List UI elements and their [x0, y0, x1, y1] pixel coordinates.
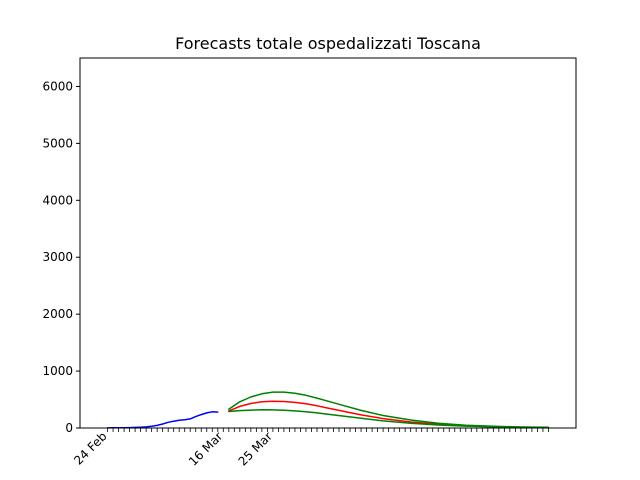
y-tick-label: 1000: [42, 364, 73, 378]
plot-lines: [106, 391, 550, 429]
x-tick-label: 25 Mar: [236, 429, 275, 468]
y-tick-label: 4000: [42, 193, 73, 207]
y-tick-label: 6000: [42, 79, 73, 93]
series-line-0: [106, 411, 219, 429]
chart-title: Forecasts totale ospedalizzati Toscana: [175, 34, 481, 53]
series-line-2: [228, 391, 550, 429]
series-line-3: [228, 409, 550, 429]
y-tick-label: 3000: [42, 250, 73, 264]
x-axis: 24 Feb 16 Mar 25 Mar: [71, 428, 549, 469]
y-tick-label: 0: [65, 421, 73, 435]
x-tick-label: 24 Feb: [71, 429, 109, 467]
series-line-1: [228, 400, 550, 429]
y-axis: 0 1000 2000 3000 4000 5000 6000: [42, 79, 80, 435]
y-tick-label: 2000: [42, 307, 73, 321]
x-tick-label: 16 Mar: [186, 429, 225, 468]
y-tick-label: 5000: [42, 136, 73, 150]
plot-frame: [79, 57, 577, 429]
